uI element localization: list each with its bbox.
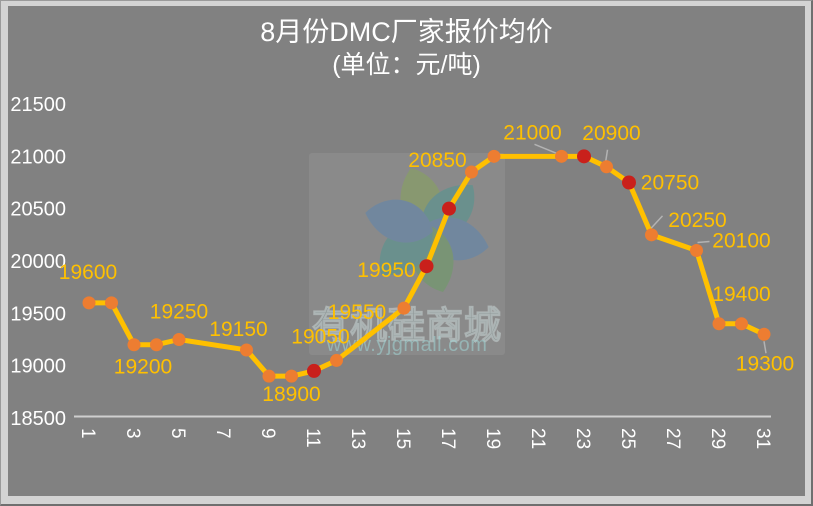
- data-point-marker: [262, 369, 276, 383]
- pinwheel-petal: [420, 217, 489, 261]
- label-leader-line: [763, 341, 767, 354]
- data-point-label: 19550: [328, 301, 386, 324]
- data-point-marker-red: [577, 149, 591, 164]
- x-tick-label: 9: [257, 428, 278, 439]
- label-leader-line: [534, 143, 557, 155]
- data-point-label: 19200: [114, 356, 172, 379]
- data-point-label: 19600: [59, 261, 117, 284]
- data-point-marker: [285, 369, 298, 383]
- x-tick-label: 3: [122, 428, 143, 439]
- x-tick-label: 25: [617, 428, 638, 449]
- x-tick-label: 19: [482, 428, 503, 449]
- data-point-marker: [240, 343, 253, 357]
- y-tick-label: 18500: [10, 408, 66, 430]
- watermark: 有机硅商城 www.yjgmall.com: [309, 153, 505, 356]
- label-leader-line: [649, 215, 664, 230]
- data-point-marker: [465, 165, 478, 179]
- data-point-label: 20850: [408, 149, 466, 172]
- pinwheel-logo-icon: [365, 168, 489, 292]
- x-tick-label: 7: [212, 428, 233, 439]
- data-point-label: 21000: [503, 121, 561, 144]
- data-point-label: 19950: [357, 259, 415, 282]
- data-point-label: 19150: [209, 318, 267, 341]
- x-tick-label: 11: [302, 428, 323, 448]
- data-point-marker: [487, 149, 501, 163]
- pinwheel-petal: [379, 223, 433, 276]
- data-point-marker: [172, 333, 186, 346]
- y-tick-label: 20500: [10, 199, 66, 221]
- x-tick-label: 13: [347, 428, 368, 449]
- data-point-marker: [735, 317, 748, 331]
- data-point-marker: [690, 244, 703, 258]
- y-tick-label: 21500: [10, 94, 66, 116]
- data-point-marker: [712, 317, 726, 331]
- data-point-marker: [330, 353, 343, 367]
- data-point-marker: [105, 296, 118, 310]
- y-tick-label: 21000: [10, 146, 66, 168]
- data-point-label: 19400: [712, 283, 770, 306]
- data-point-label: 19250: [150, 301, 208, 324]
- pinwheel-petal: [365, 199, 434, 243]
- data-point-marker: [600, 160, 613, 174]
- data-point-marker: [127, 338, 141, 352]
- label-leader-line: [388, 307, 399, 310]
- x-tick-label: 5: [167, 428, 188, 439]
- data-point-label: 20250: [668, 209, 726, 232]
- data-point-label: 20750: [641, 172, 699, 195]
- data-point-marker: [645, 228, 658, 242]
- x-tick-label: 29: [707, 428, 728, 449]
- x-tick-label: 23: [572, 428, 593, 449]
- chart-canvas: 8月份DMC厂家报价均价 (单位：元/吨) 有机硅商城 www.yjgmall.…: [8, 6, 805, 496]
- chart-subtitle: (单位：元/吨): [332, 51, 481, 79]
- data-point-label: 18900: [262, 383, 320, 406]
- y-tick-label: 19500: [10, 303, 66, 325]
- x-tick-label: 1: [77, 428, 98, 439]
- data-point-label: 19050: [291, 325, 349, 348]
- chart-title: 8月份DMC厂家报价均价: [260, 17, 553, 47]
- x-tick-label: 31: [752, 428, 773, 449]
- data-point-label: 20900: [582, 122, 640, 145]
- data-point-marker: [555, 149, 568, 163]
- data-point-marker-red: [307, 363, 321, 378]
- data-point-label: 20100: [712, 230, 770, 253]
- label-leader-line: [697, 240, 710, 244]
- data-point-marker: [757, 327, 771, 341]
- data-point-marker-red: [442, 201, 456, 216]
- data-point-marker-red: [622, 175, 636, 190]
- x-tick-label: 21: [527, 428, 548, 449]
- data-point-marker: [150, 338, 163, 352]
- data-point-marker: [82, 296, 96, 310]
- data-point-marker-red: [419, 259, 434, 274]
- x-tick-label: 27: [662, 428, 683, 449]
- data-point-label: 19300: [736, 352, 794, 375]
- x-tick-label: 15: [392, 428, 413, 449]
- x-tick-label: 17: [437, 428, 458, 449]
- y-tick-label: 19000: [10, 356, 66, 378]
- y-tick-label: 20000: [10, 251, 66, 273]
- pinwheel-petal: [400, 168, 443, 236]
- data-point-marker: [397, 301, 411, 315]
